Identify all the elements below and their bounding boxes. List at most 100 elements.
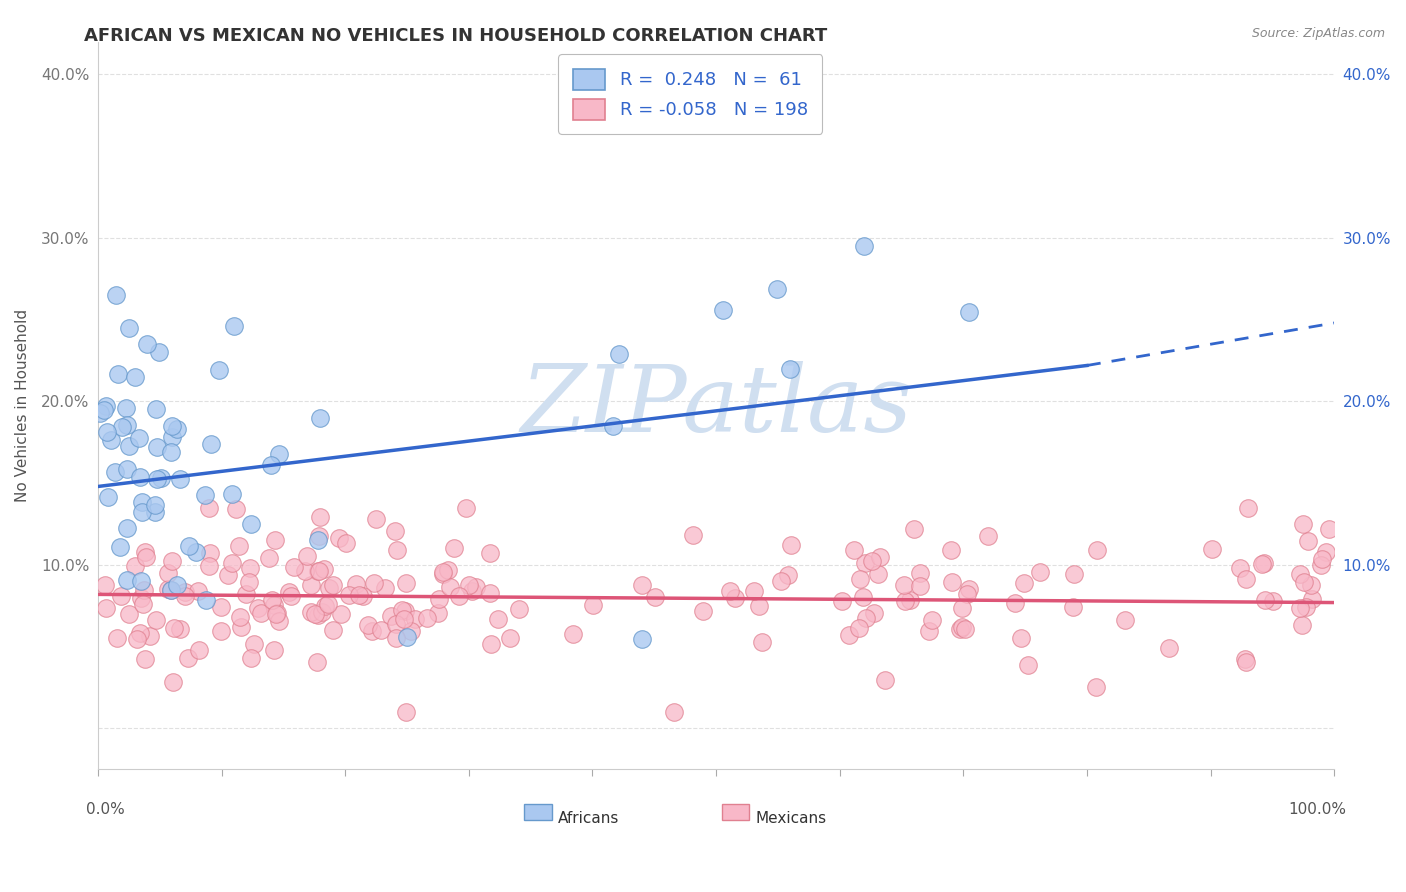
Point xyxy=(831,594,853,608)
Point xyxy=(499,631,522,645)
Point xyxy=(682,528,704,542)
Point xyxy=(855,611,877,625)
Point xyxy=(1310,558,1333,572)
Y-axis label: No Vehicles in Household: No Vehicles in Household xyxy=(15,309,30,502)
Point xyxy=(169,472,191,486)
Point xyxy=(1310,552,1333,566)
Point xyxy=(307,607,329,622)
Point xyxy=(449,589,471,603)
Point xyxy=(432,565,454,579)
Point xyxy=(157,566,180,581)
Point xyxy=(718,583,741,598)
Point xyxy=(299,605,322,619)
Point xyxy=(139,629,162,643)
Point xyxy=(97,490,120,504)
Point xyxy=(146,440,169,454)
Point xyxy=(751,635,773,649)
Point xyxy=(305,655,328,669)
Point xyxy=(174,585,197,599)
Point xyxy=(177,539,200,553)
Point xyxy=(849,572,872,586)
Point xyxy=(134,651,156,665)
Point xyxy=(160,419,183,434)
Point xyxy=(394,604,416,618)
Point xyxy=(240,516,263,531)
Point xyxy=(107,367,129,381)
Point xyxy=(361,624,384,638)
Point xyxy=(108,540,131,554)
Point xyxy=(426,607,449,621)
Point xyxy=(1012,576,1035,591)
Point xyxy=(941,574,963,589)
Point xyxy=(1295,600,1317,615)
Point xyxy=(776,568,799,582)
Point xyxy=(267,615,290,629)
Point xyxy=(187,583,209,598)
Point xyxy=(439,581,461,595)
Point xyxy=(1233,651,1256,665)
Point xyxy=(478,586,501,600)
Point xyxy=(1236,500,1258,515)
Point xyxy=(221,487,243,501)
Text: 100.0%: 100.0% xyxy=(1288,802,1347,817)
Point xyxy=(780,538,803,552)
Point xyxy=(208,363,231,377)
Point xyxy=(631,632,654,646)
Point xyxy=(110,590,132,604)
Point xyxy=(959,304,981,318)
Point xyxy=(508,602,530,616)
Point xyxy=(370,623,392,637)
Text: Africans: Africans xyxy=(558,811,619,826)
Point xyxy=(129,626,152,640)
Point xyxy=(844,543,866,558)
Point xyxy=(1229,561,1251,575)
Point xyxy=(1301,592,1323,607)
Point xyxy=(118,321,141,335)
Point xyxy=(898,592,921,607)
Point xyxy=(385,631,408,645)
Point xyxy=(135,549,157,564)
Point xyxy=(664,705,686,719)
Point xyxy=(107,632,129,646)
Point xyxy=(309,410,332,425)
Point xyxy=(316,597,339,611)
Point xyxy=(149,471,172,485)
Point xyxy=(1253,556,1275,570)
Point xyxy=(131,495,153,509)
Point xyxy=(436,562,458,576)
Point xyxy=(266,606,288,620)
Point xyxy=(395,576,418,591)
Point xyxy=(1157,641,1180,656)
Point xyxy=(1029,565,1052,579)
Point xyxy=(330,607,353,621)
Point xyxy=(105,288,128,302)
Point xyxy=(385,543,408,558)
Point xyxy=(1289,600,1312,615)
Point xyxy=(263,643,285,657)
Point xyxy=(328,531,350,545)
Point xyxy=(104,465,127,479)
Point xyxy=(1301,577,1323,591)
Point xyxy=(145,472,167,486)
Point xyxy=(460,584,482,599)
Point xyxy=(118,439,141,453)
Point xyxy=(770,574,793,589)
Point xyxy=(394,612,416,626)
Point xyxy=(314,599,336,613)
Point xyxy=(1317,522,1340,536)
Point xyxy=(209,624,232,638)
Point xyxy=(344,577,367,591)
Point xyxy=(157,582,180,596)
Point xyxy=(415,610,437,624)
Point xyxy=(1234,655,1257,669)
Point xyxy=(918,624,941,638)
Point xyxy=(724,591,747,605)
Point xyxy=(280,589,302,603)
Point xyxy=(1292,517,1315,532)
Point xyxy=(177,651,200,665)
Point xyxy=(322,624,344,638)
Point xyxy=(200,546,222,560)
Point xyxy=(322,578,344,592)
Point xyxy=(229,610,252,624)
Point xyxy=(264,533,287,547)
